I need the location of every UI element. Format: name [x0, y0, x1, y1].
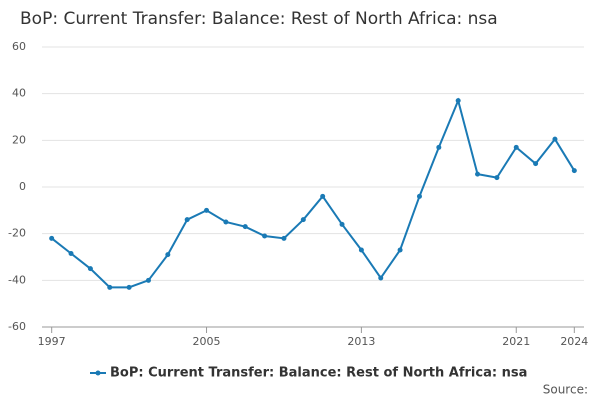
y-tick-label: -40 [8, 273, 26, 286]
point [455, 98, 461, 104]
y-tick-label: 20 [12, 133, 26, 146]
x-tick-label: 1997 [38, 335, 66, 348]
point [281, 235, 287, 241]
point [262, 233, 268, 239]
point [571, 168, 577, 174]
point [300, 217, 306, 223]
point [68, 251, 74, 256]
point [107, 284, 113, 290]
point [184, 217, 190, 223]
x-tick-label: 2013 [347, 335, 375, 348]
chart-title: BoP: Current Transfer: Balance: Rest of … [20, 9, 498, 29]
point [475, 171, 481, 177]
line [51, 97, 576, 289]
point [242, 224, 248, 230]
x-tick-label: 2021 [502, 335, 530, 348]
point [339, 221, 345, 227]
point [416, 193, 422, 199]
point [378, 275, 384, 281]
legend-label: BoP: Current Transfer: Balance: Rest of … [110, 366, 527, 381]
point [494, 175, 500, 181]
point [49, 235, 55, 241]
point [223, 219, 229, 225]
point [513, 144, 519, 150]
point [397, 247, 403, 253]
point [552, 136, 558, 142]
point [204, 207, 210, 213]
point [320, 193, 326, 199]
legend-swatch-dot [95, 370, 101, 376]
source: Source: [543, 383, 588, 397]
y-tick-label: 60 [12, 40, 26, 53]
point [436, 144, 442, 150]
point [145, 277, 151, 283]
y-tick-label: 40 [12, 87, 26, 100]
point [87, 266, 93, 272]
point [165, 252, 171, 258]
y-tick-label: -60 [8, 320, 26, 333]
y-tick-label: 0 [19, 180, 26, 193]
x-tick-label: 2005 [193, 335, 221, 348]
y-tick-label: -20 [8, 227, 26, 240]
point [126, 284, 132, 290]
point [358, 247, 364, 253]
x-tick-label: 2024 [560, 335, 588, 348]
point [533, 161, 539, 167]
